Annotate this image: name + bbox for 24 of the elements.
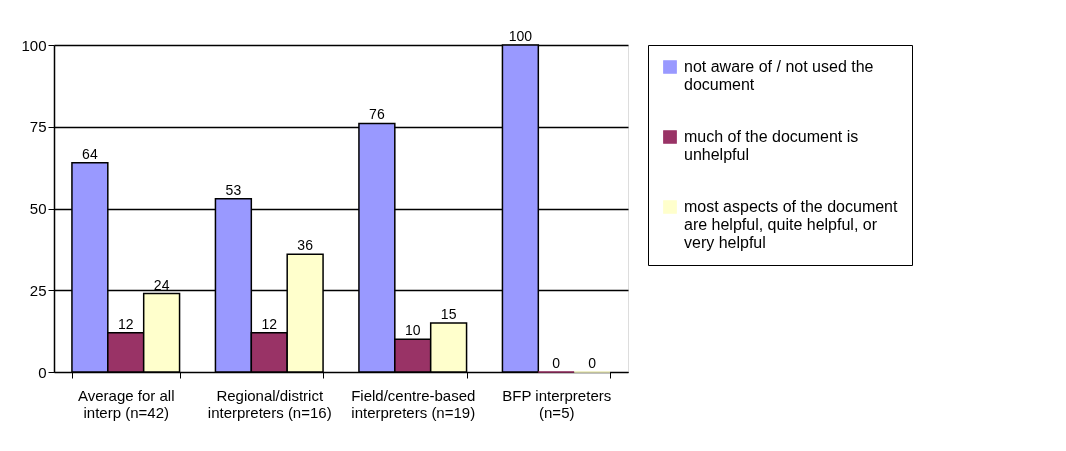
x-tick-label: Average for all interp (n=42) — [78, 386, 175, 421]
y-tick-label: 25 — [29, 281, 47, 299]
data-label: 15 — [440, 305, 457, 322]
data-label: 0 — [588, 355, 597, 371]
data-label: 12 — [117, 315, 134, 332]
data-label: 12 — [261, 315, 278, 332]
x-tick-label: BFP interpreters (n=5) — [502, 386, 612, 421]
x-tick-label: Field/centre-based interpreters (n=19) — [351, 386, 476, 421]
data-label: 24 — [153, 276, 170, 293]
data-label: 76 — [369, 106, 385, 123]
data-label: 36 — [297, 237, 314, 254]
data-label: 0 — [552, 355, 561, 371]
legend-label: much of the document is unhelpful — [684, 128, 859, 163]
x-tick-label: Regional/district interpreters (n=16) — [207, 386, 332, 421]
y-tick-label: 50 — [29, 200, 47, 217]
data-label: 64 — [82, 145, 98, 162]
y-tick-label: 75 — [29, 118, 47, 136]
data-label: 100 — [508, 28, 533, 44]
legend-label: most aspects of the document are helpful, quite helpful, or very helpful — [684, 198, 898, 251]
data-label: 10 — [404, 322, 421, 339]
y-tick-label: 0 — [38, 363, 47, 381]
y-tick-label: 100 — [21, 36, 47, 54]
legend-label: not aware of / not used the document — [684, 58, 874, 93]
data-label: 53 — [225, 181, 242, 198]
